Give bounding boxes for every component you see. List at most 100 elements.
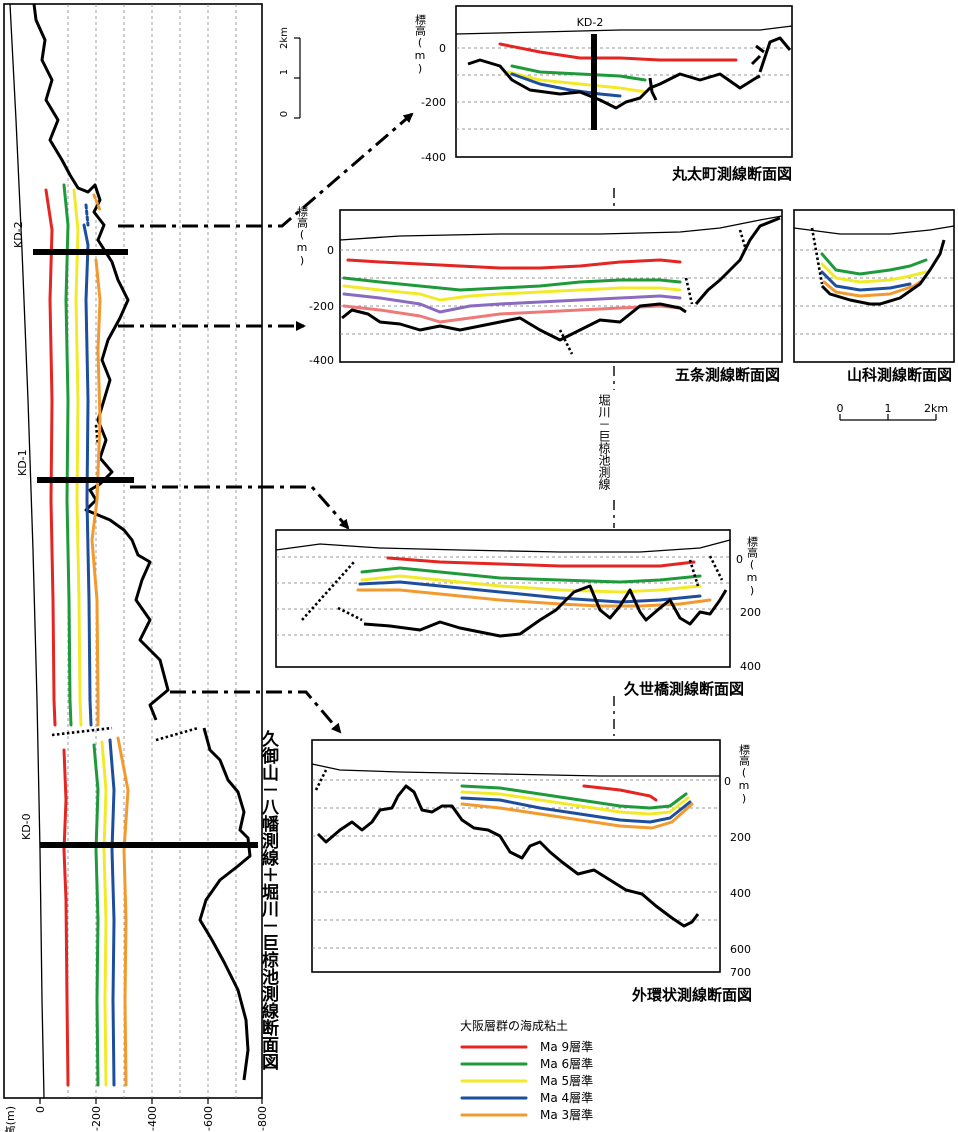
ma3-horizon-dotted (92, 193, 102, 212)
borehole-label-kd0: KD-0 (20, 813, 33, 840)
marutamachi-frame (455, 5, 793, 158)
borehole-label-kd2: KD-2 (577, 16, 604, 29)
ma6-horizon (92, 743, 100, 1087)
scale-label: 2km (279, 27, 290, 49)
gojo-title: 五条測線断面図 (675, 366, 780, 384)
fault-line (314, 769, 328, 791)
ma6-horizon (360, 566, 702, 584)
tick-label: 700 (730, 966, 751, 979)
yamashina-section: 山科測線断面図 (793, 209, 955, 384)
fault-1 (94, 424, 100, 446)
ma6-horizon (510, 64, 647, 82)
tick-label: 0 (327, 244, 334, 257)
basement-line (316, 784, 700, 928)
fault-line (684, 277, 694, 305)
main-tick-label: -400 (146, 1106, 159, 1131)
ground-surface (455, 25, 793, 35)
ma4-horizon (358, 580, 702, 604)
fault-line (558, 329, 574, 355)
legend-label: Ma 5層準 (540, 1073, 593, 1088)
scale-label: 0 (279, 111, 290, 117)
main-section-frame (3, 3, 263, 1099)
basement-line-lower (198, 727, 252, 1081)
basement-line-right (750, 36, 792, 73)
horikawa-line-label: 堀川－巨椋池測線 (597, 393, 611, 490)
tick-label: 400 (740, 660, 761, 673)
ground-surface (339, 215, 783, 241)
ma3-horizon (356, 588, 712, 608)
ma9-horizon (44, 188, 57, 727)
ma6-horizon (62, 183, 73, 727)
main-section: KD-2 KD-1 KD-0 0 -200 -400 -600 -800 標高(… (3, 3, 280, 1132)
tick-label: 400 (730, 887, 751, 900)
tick-label: 0 (439, 42, 446, 55)
borehole-label-kd2: KD-2 (12, 221, 25, 248)
main-axis-label: 標高(m) (3, 1106, 17, 1132)
pink-horizon (342, 304, 682, 324)
yamashina-frame (793, 209, 955, 363)
main-axis: 0 -200 -400 -600 -800 標高(m) (3, 1098, 269, 1132)
ma5-horizon (72, 188, 83, 727)
tick-label: 0 (724, 775, 731, 788)
fault-line (337, 606, 363, 622)
yamashina-title: 山科測線断面図 (847, 366, 952, 384)
legend-label: Ma 6層準 (540, 1056, 593, 1071)
fault-3 (155, 726, 199, 742)
ma3-horizon (822, 280, 922, 298)
legend-title: 大阪層群の海成粘土 (460, 1018, 568, 1033)
ma5-horizon (342, 284, 682, 302)
fault-line (708, 555, 724, 581)
ma5-horizon (100, 740, 108, 1087)
scale-label: 1 (885, 402, 892, 415)
legend-label: Ma 3層準 (540, 1107, 593, 1122)
connector-lines (118, 112, 615, 736)
scale-label: 1 (279, 69, 290, 75)
main-tick-label: -600 (202, 1106, 215, 1131)
tick-label: -200 (421, 96, 446, 109)
fault-line (738, 229, 748, 251)
connector-kuzebashi (130, 485, 350, 530)
ma4-horizon (820, 270, 912, 292)
ma5-horizon (820, 262, 928, 284)
basement-line-upper (32, 3, 170, 721)
main-horizons-upper (44, 183, 102, 727)
legend-label: Ma 9層準 (540, 1039, 593, 1054)
axis-label: 標高(m) (414, 13, 427, 75)
ma5-horizon (460, 790, 690, 816)
axis-label: 標高(m) (738, 743, 751, 805)
gojo-section: 0 -200 -400 標高(m) 五条測線断面図 (296, 205, 783, 384)
kuzebashi-title: 久世橋測線断面図 (624, 680, 744, 698)
ma4-horizon (108, 738, 116, 1087)
ground-surface (793, 225, 955, 235)
ma9-horizon (386, 556, 696, 568)
purple-horizon (342, 292, 682, 314)
scale-label: 0 (837, 402, 844, 415)
tick-label: 0 (736, 553, 743, 566)
ma9-horizon (346, 258, 682, 270)
tick-label: 200 (730, 831, 751, 844)
fault-line (301, 561, 355, 621)
main-tick-label: 0 (34, 1106, 47, 1113)
legend-label: Ma 4層準 (540, 1090, 593, 1105)
ma9-horizon (582, 784, 658, 802)
ma3-horizon (460, 802, 694, 830)
connector-marutamachi (118, 112, 414, 228)
ma4-horizon (460, 796, 692, 824)
gojo-frame (339, 209, 783, 363)
tick-label: -400 (421, 151, 446, 164)
ma6-horizon (342, 276, 682, 292)
gaikanjo-frame (311, 739, 721, 973)
ma4-horizon (510, 72, 622, 98)
ma9-horizon (62, 748, 70, 1087)
main-section-title: 久御山－八幡測線＋堀川－巨椋池測線断面図 (258, 729, 280, 1070)
ma4-horizon-dotted (84, 203, 90, 227)
connector-gaikanjo (170, 690, 342, 734)
basement-line (363, 584, 728, 638)
marutamachi-title: 丸太町測線断面図 (671, 165, 792, 183)
kuzebashi-section: 0 200 400 標高(m) 久世橋測線断面図 (275, 529, 761, 698)
ma9-horizon (498, 42, 738, 62)
vertical-scale-bar: 2km 1 0 (279, 27, 301, 119)
gaikanjo-title: 外環状測線断面図 (631, 986, 752, 1004)
tick-label: -400 (309, 354, 334, 367)
